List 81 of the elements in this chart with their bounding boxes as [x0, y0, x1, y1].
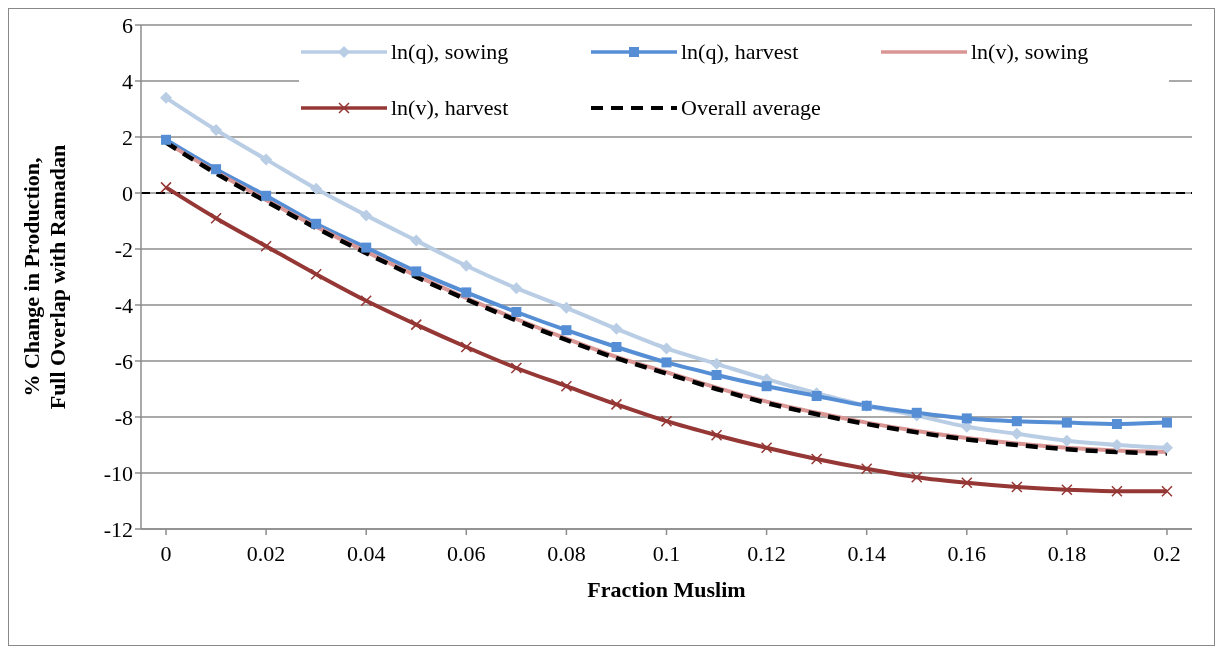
y-tick-label: -10	[103, 460, 133, 486]
x-tick-label: 0.06	[447, 540, 486, 566]
point	[760, 442, 773, 454]
y-tick-label: -8	[114, 404, 133, 430]
point	[710, 357, 723, 370]
point	[1111, 419, 1122, 429]
legend-label: ln(v), sowing	[971, 39, 1089, 65]
point	[911, 407, 922, 418]
point	[661, 357, 672, 368]
point	[210, 212, 222, 224]
point	[410, 234, 423, 247]
x-tick-label: 0.16	[947, 540, 987, 566]
x-tick-label: 0	[160, 540, 172, 566]
point	[610, 398, 623, 411]
legend-label: Overall average	[681, 95, 821, 121]
y-tick-label: -2	[114, 236, 133, 262]
point	[460, 259, 473, 272]
point	[411, 266, 422, 277]
point	[360, 209, 373, 222]
point	[560, 380, 573, 392]
point	[460, 341, 473, 353]
point	[1111, 485, 1123, 497]
legend-label: ln(q), harvest	[681, 39, 799, 65]
x-tick-label: 0.12	[747, 540, 786, 566]
x-tick-label: 0.04	[346, 540, 386, 566]
point	[1061, 417, 1072, 428]
legend-label: ln(q), sowing	[391, 39, 509, 65]
x-tick-label: 0.1	[652, 540, 681, 566]
point	[860, 463, 873, 475]
point	[160, 91, 173, 104]
x-tick-label: 0.2	[1153, 540, 1181, 566]
point	[260, 240, 272, 252]
point	[1011, 416, 1022, 427]
point	[310, 268, 322, 280]
y-tick-label: -4	[114, 292, 133, 318]
x-axis-title: Fraction Muslim	[587, 577, 746, 602]
point	[810, 453, 823, 465]
point	[360, 295, 372, 307]
point	[660, 342, 673, 355]
point	[761, 381, 772, 392]
point	[710, 429, 723, 441]
point	[311, 218, 322, 229]
point	[611, 342, 622, 352]
y-tick-label: 6	[122, 12, 133, 38]
point	[211, 164, 222, 175]
point	[1061, 484, 1073, 496]
point	[510, 362, 523, 374]
point	[811, 391, 822, 401]
y-tick-label: 0	[122, 180, 133, 206]
point	[711, 370, 722, 380]
point	[261, 190, 272, 201]
y-tick-label: -12	[103, 516, 133, 542]
point	[260, 153, 273, 166]
point	[210, 124, 223, 136]
point	[961, 413, 972, 424]
point	[1161, 417, 1172, 428]
x-tick-label: 0.18	[1047, 540, 1087, 566]
point	[910, 471, 923, 483]
point	[1161, 485, 1173, 497]
legend-label: ln(v), harvest	[391, 95, 509, 121]
point	[410, 318, 423, 331]
point	[961, 477, 973, 489]
x-tick-label: 0.02	[246, 540, 286, 566]
point	[1011, 481, 1023, 493]
y-tick-label: 4	[122, 68, 133, 94]
x-tick-label: 0.08	[547, 540, 586, 566]
point	[161, 134, 172, 145]
point	[610, 322, 623, 335]
point	[511, 307, 522, 317]
point	[510, 282, 523, 295]
point	[361, 242, 372, 253]
point	[310, 182, 323, 195]
y-tick-label: 2	[122, 124, 133, 150]
point	[160, 181, 172, 194]
point	[660, 415, 673, 427]
y-axis-title: % Change in Production, Full Overlap with Ramadan	[19, 144, 70, 410]
point	[560, 301, 573, 314]
x-tick-label: 0.14	[847, 540, 886, 566]
point	[561, 325, 572, 336]
point	[461, 287, 472, 298]
y-tick-label: -6	[114, 348, 133, 374]
